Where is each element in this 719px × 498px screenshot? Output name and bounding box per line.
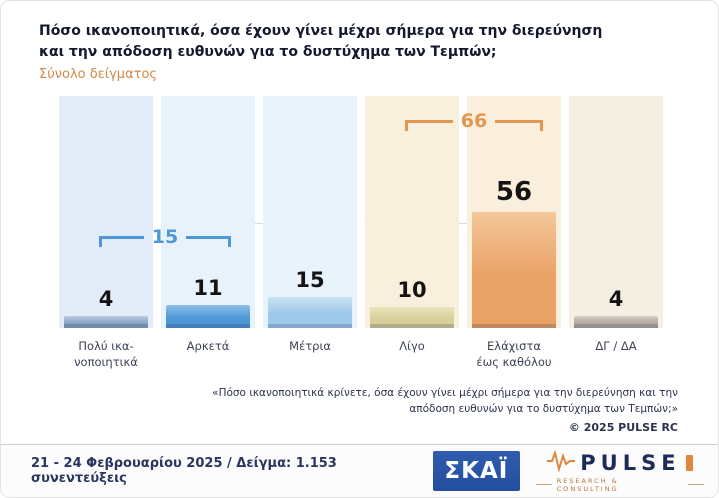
pulse-brand-text: PULSE xyxy=(580,450,681,475)
fieldwork-text: 21 - 24 Φεβρουαρίου 2025 / Δείγμα: 1.153… xyxy=(31,456,337,486)
value-label: 56 xyxy=(495,176,533,207)
bar-column-moderately: 15 xyxy=(263,96,357,328)
bar xyxy=(471,211,557,328)
tagline-rule xyxy=(535,484,552,485)
group-bracket-satisfied-total: 15 xyxy=(99,226,232,254)
question-wording: «Πόσο ικανοποιητικά κρίνετε, όσα έχουν γ… xyxy=(212,387,678,416)
category-label: ΔΓ / ΔΑ xyxy=(595,339,637,353)
bar xyxy=(63,316,149,328)
bar-columns: 4 11 15 10 56 4 xyxy=(59,96,663,328)
value-label: 4 xyxy=(608,287,624,311)
bracket-segment xyxy=(186,236,232,247)
bracket-segment xyxy=(405,120,453,131)
value-label: 11 xyxy=(193,276,223,301)
value-label: 4 xyxy=(98,287,114,311)
pulse-logo: PULSE RESEARCH & CONSULTING xyxy=(535,449,705,493)
bar-chart: PULSE RESEARCH & CONSULTING 4 11 15 xyxy=(59,96,663,328)
category-label: Αρκετά xyxy=(186,339,230,353)
value-label: 15 xyxy=(295,267,325,292)
pulse-tagline-text: RESEARCH & CONSULTING xyxy=(556,476,619,493)
bar-column-dk-na: 4 xyxy=(569,96,663,328)
category-label: Μέτρια xyxy=(289,339,331,353)
value-label: 10 xyxy=(397,278,427,303)
bar xyxy=(369,307,455,328)
footer-bar: 21 - 24 Φεβρουαρίου 2025 / Δείγμα: 1.153… xyxy=(1,444,718,497)
bar xyxy=(165,305,251,328)
copyright-text: © 2025 PULSE RC xyxy=(568,420,678,434)
category-label: Ελάχιστα έως καθόλου xyxy=(476,339,552,370)
bracket-label: 15 xyxy=(151,226,179,248)
bracket-label: 66 xyxy=(460,110,488,132)
bracket-segment xyxy=(99,236,144,247)
bar-column-very-satisfied: 4 xyxy=(59,96,153,328)
pulse-logo-mark xyxy=(685,454,693,471)
group-bracket-dissatisfied-total: 66 xyxy=(405,110,544,138)
bar-column-quite: 11 xyxy=(161,96,255,328)
waveform-icon xyxy=(547,449,576,476)
category-labels: Πολύ ικα- νοποιητικά Αρκετά Μέτρια Λίγο … xyxy=(59,338,663,370)
sample-subtitle: Σύνολο δείγματος xyxy=(39,67,158,82)
header: Πόσο ικανοποιητικά, όσα έχουν γίνει μέχρ… xyxy=(1,1,718,82)
skai-logo: ΣΚΑΪ xyxy=(432,451,520,491)
tagline-rule xyxy=(688,484,705,485)
bar-column-little: 10 xyxy=(365,96,459,328)
page-title: Πόσο ικανοποιητικά, όσα έχουν γίνει μέχρ… xyxy=(39,23,603,60)
bar-column-minimal-none: 56 xyxy=(467,96,561,328)
bracket-segment xyxy=(495,120,544,131)
category-label: Λίγο xyxy=(399,339,425,353)
category-label: Πολύ ικα- νοποιητικά xyxy=(74,339,138,370)
bar xyxy=(267,296,353,328)
footnote: «Πόσο ικανοποιητικά κρίνετε, όσα έχουν γ… xyxy=(212,385,678,434)
logos: ΣΚΑΪ PULSE RESEARCH & CONSULTING xyxy=(432,449,705,493)
bar xyxy=(573,316,659,328)
